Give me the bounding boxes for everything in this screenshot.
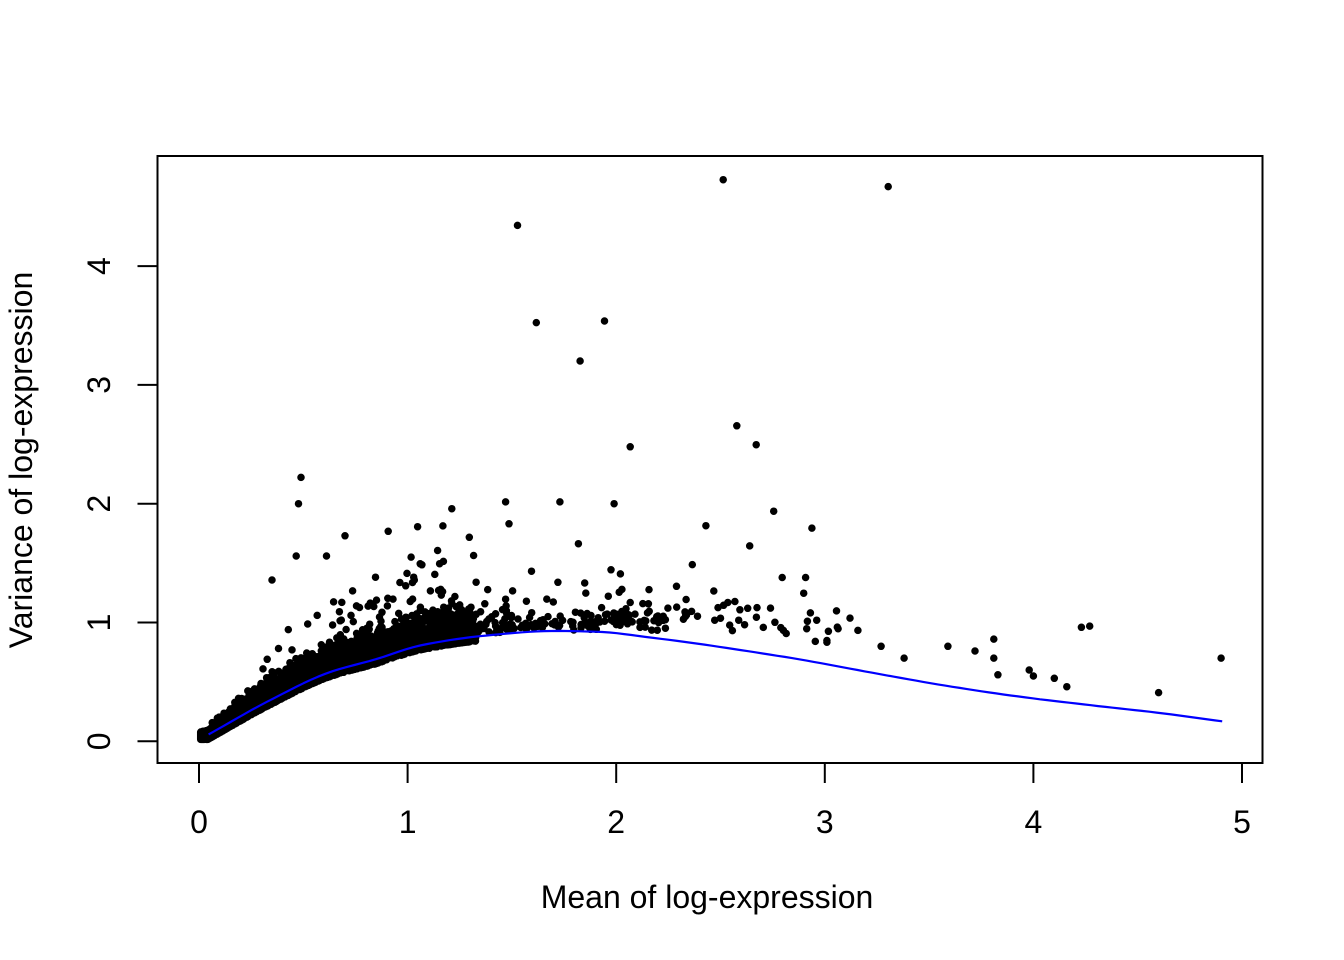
- svg-text:Mean of log-expression: Mean of log-expression: [541, 879, 874, 915]
- svg-text:5: 5: [1233, 804, 1251, 840]
- svg-text:0: 0: [190, 804, 208, 840]
- svg-text:Variance of log-expression: Variance of log-expression: [3, 272, 39, 649]
- svg-text:1: 1: [399, 804, 417, 840]
- svg-text:2: 2: [607, 804, 625, 840]
- svg-text:4: 4: [1025, 804, 1043, 840]
- svg-text:3: 3: [81, 376, 117, 394]
- svg-text:0: 0: [81, 732, 117, 750]
- svg-text:3: 3: [816, 804, 834, 840]
- svg-text:1: 1: [81, 614, 117, 632]
- svg-text:2: 2: [81, 495, 117, 513]
- svg-text:4: 4: [81, 257, 117, 275]
